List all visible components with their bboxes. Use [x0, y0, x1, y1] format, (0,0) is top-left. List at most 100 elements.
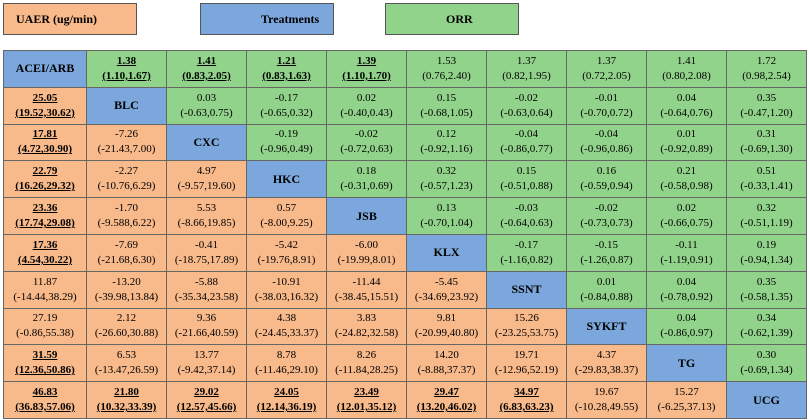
estimate: -7.69	[115, 238, 138, 251]
confidence-interval: (-8.00,9.25)	[260, 217, 313, 230]
estimate: 23.49	[354, 386, 379, 399]
confidence-interval: (6.83,63.23)	[499, 401, 554, 414]
estimate: -6.00	[355, 238, 378, 251]
table-cell: 34.97 (6.83,63.23)	[486, 381, 567, 419]
treatment-name: HKC	[272, 171, 301, 186]
confidence-interval: (-0.59,0.94)	[580, 180, 633, 193]
confidence-interval: (17.74,29.08)	[15, 217, 75, 230]
confidence-interval: (-21.68,6.30)	[97, 253, 156, 266]
table-cell: -7.26 (-21.43,7.00)	[86, 123, 167, 162]
estimate: 22.79	[32, 165, 58, 178]
confidence-interval: (4.54,30.22)	[17, 253, 73, 266]
table-cell: 3.83 (-24.82,32.58)	[326, 307, 407, 346]
confidence-interval: (-12.96,52.19)	[494, 364, 559, 377]
table-cell: 2.12 (-26.60,30.88)	[86, 307, 167, 346]
estimate: 0.13	[436, 202, 457, 215]
estimate: 15.27	[674, 386, 699, 399]
confidence-interval: (-20.99,40.80)	[414, 327, 479, 340]
confidence-interval: (-0.69,1.30)	[740, 143, 793, 156]
table-cell: -6.00 (-19.99,8.01)	[326, 233, 407, 272]
table-cell: -0.04 (-0.96,0.86)	[566, 123, 647, 162]
table-cell: 1.53 (0.76,2.40)	[406, 50, 487, 88]
confidence-interval: (-0.58,0.98)	[660, 180, 713, 193]
estimate: 11.87	[32, 275, 58, 288]
confidence-interval: (-0.64,0.63)	[500, 217, 553, 230]
confidence-interval: (-0.62,1.39)	[740, 327, 793, 340]
table-cell: -0.11 (-1.19,0.91)	[646, 233, 727, 272]
confidence-interval: (12.01,35.12)	[336, 401, 397, 414]
estimate: -0.41	[195, 238, 218, 251]
table-cell: 23.36 (17.74,29.08)	[3, 197, 87, 235]
confidence-interval: (-0.40,0.43)	[340, 106, 393, 119]
table-cell: -0.03 (-0.64,0.63)	[486, 197, 567, 235]
confidence-interval: (-1.19,0.91)	[660, 253, 713, 266]
table-cell: 0.21 (-0.58,0.98)	[646, 160, 727, 199]
estimate: -0.03	[515, 202, 538, 215]
estimate: 0.30	[756, 349, 777, 362]
confidence-interval: (16.26,29.32)	[15, 180, 75, 193]
confidence-interval: (-0.96,0.86)	[580, 143, 633, 156]
confidence-interval: (-0.70,0.72)	[580, 106, 633, 119]
table-cell: 0.15 (-0.51,0.88)	[486, 160, 567, 199]
table-cell: 24.05 (12.14,36.19)	[246, 381, 327, 419]
estimate: -11.44	[352, 275, 381, 288]
estimate: -0.02	[595, 202, 618, 215]
confidence-interval: (36.83,57.06)	[15, 401, 75, 414]
confidence-interval: (0.82,1.95)	[502, 69, 551, 82]
confidence-interval: (-0.33,1.41)	[740, 180, 793, 193]
table-cell: 0.04 (-0.78,0.92)	[646, 270, 727, 309]
confidence-interval: (-19.99,8.01)	[337, 253, 396, 266]
table-cell: 29.02 (12.57,45.66)	[166, 381, 247, 419]
confidence-interval: (-0.94,1.34)	[740, 253, 793, 266]
estimate: 0.35	[756, 91, 777, 104]
estimate: -10.91	[272, 275, 301, 288]
estimate: 6.53	[116, 349, 137, 362]
table-cell: 0.02 (-0.66,0.75)	[646, 197, 727, 235]
estimate: 0.18	[356, 165, 377, 178]
estimate: 1.37	[596, 54, 617, 67]
table-cell: -13.20 (-39.98,13.84)	[86, 270, 167, 309]
estimate: 34.97	[514, 386, 539, 399]
confidence-interval: (-38.03,16.32)	[254, 290, 319, 303]
confidence-interval: (-0.96,0.49)	[260, 143, 313, 156]
table-cell: -1.70 (-9.588,6.22)	[86, 197, 167, 235]
estimate: 23.36	[32, 202, 58, 215]
table-row: 46.83 (36.83,57.06) 21.80 (10.32,33.39) 29.0…	[3, 381, 807, 419]
estimate: 0.21	[676, 165, 697, 178]
table-cell: 4.38 (-24.45,33.37)	[246, 307, 327, 346]
confidence-interval: (-0.78,0.92)	[660, 290, 713, 303]
confidence-interval: (-0.92,0.89)	[660, 143, 713, 156]
table-row: 23.36 (17.74,29.08) -1.70 (-9.588,6.22) 5.53…	[3, 197, 807, 235]
estimate: 8.26	[356, 349, 377, 362]
confidence-interval: (-26.60,30.88)	[94, 327, 159, 340]
estimate: 13.77	[194, 349, 219, 362]
table-cell: 31.59 (12.36,50.86)	[3, 344, 87, 383]
table-cell: 1.72 (0.98,2.54)	[726, 50, 807, 88]
confidence-interval: (-24.45,33.37)	[254, 327, 319, 340]
estimate: -0.17	[515, 238, 538, 251]
table-cell: 4.37 (-29.83,38.37)	[566, 344, 647, 383]
table-cell: 0.03 (-0.63,0.75)	[166, 86, 247, 125]
table-cell: -0.02 (-0.63,0.64)	[486, 86, 567, 125]
table-cell: 22.79 (16.26,29.32)	[3, 160, 87, 199]
table-cell: -0.15 (-1.26,0.87)	[566, 233, 647, 272]
estimate: 3.83	[356, 312, 377, 325]
table-cell: 0.01 (-0.84,0.88)	[566, 270, 647, 309]
confidence-interval: (-0.58,1.35)	[740, 290, 793, 303]
estimate: 0.03	[196, 91, 217, 104]
table-cell: 11.87 (-14.44,38.29)	[3, 270, 87, 309]
confidence-interval: (-10.28,49.55)	[574, 401, 639, 414]
treatment-name: SSNT	[511, 282, 542, 297]
estimate: 4.38	[276, 312, 297, 325]
confidence-interval: (0.76,2.40)	[422, 69, 471, 82]
estimate: -1.70	[115, 202, 138, 215]
treatment-name: BLC	[114, 98, 139, 113]
estimate: 46.83	[32, 386, 58, 399]
confidence-interval: (-0.66,0.75)	[660, 217, 713, 230]
estimate: 1.38	[116, 54, 137, 67]
estimate: 9.81	[436, 312, 457, 325]
estimate: 25.05	[32, 91, 58, 104]
confidence-interval: (12.36,50.86)	[15, 364, 75, 377]
table-cell: -7.69 (-21.68,6.30)	[86, 233, 167, 272]
estimate: -0.04	[595, 128, 618, 141]
